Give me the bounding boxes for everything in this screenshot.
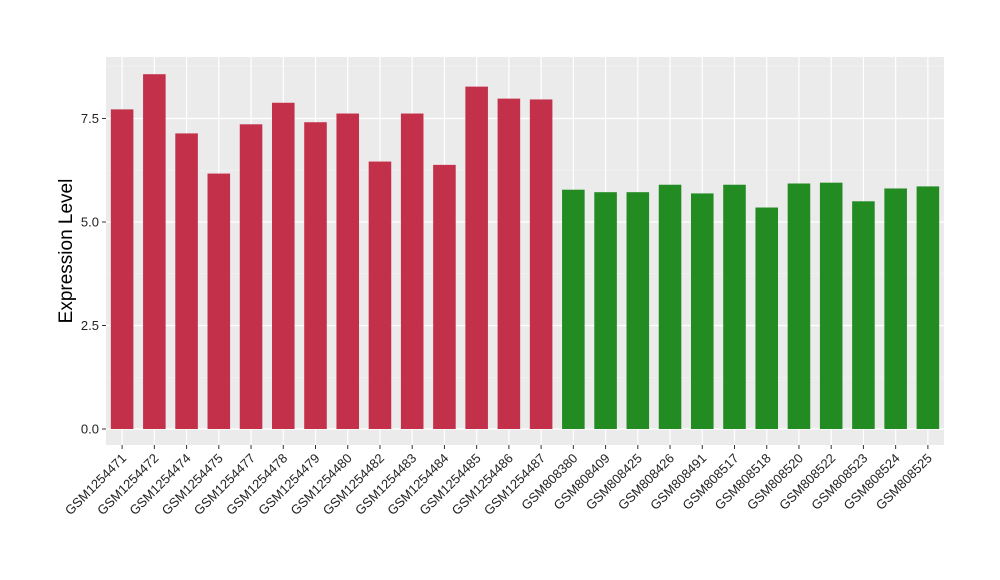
bar — [110, 109, 134, 429]
bar — [852, 201, 875, 429]
bar — [497, 98, 521, 430]
bar — [723, 184, 746, 429]
y-axis: 0.0 2.5 5.0 7.5 — [81, 111, 106, 437]
bars — [110, 74, 940, 430]
bar — [368, 161, 392, 429]
bar — [271, 102, 295, 429]
bar — [239, 124, 263, 430]
bar — [787, 183, 811, 429]
bar — [336, 113, 360, 430]
bar — [562, 189, 585, 429]
bar — [626, 192, 650, 429]
bar — [433, 164, 456, 430]
bar — [207, 173, 231, 429]
bar — [400, 113, 424, 430]
bar — [916, 186, 940, 429]
bar — [465, 86, 488, 429]
plot-panel — [106, 57, 944, 445]
x-axis: GSM1254471GSM1254472GSM1254474GSM1254475… — [62, 445, 935, 518]
y-tick-label: 7.5 — [81, 111, 99, 126]
bar — [175, 133, 198, 430]
bar — [658, 184, 682, 429]
bar — [529, 99, 553, 430]
y-tick-label: 5.0 — [81, 215, 99, 230]
bar — [143, 74, 166, 430]
y-axis-title: Expression Level — [56, 179, 77, 324]
bar — [594, 192, 617, 429]
bar — [884, 188, 907, 429]
bar — [690, 193, 714, 429]
y-tick-label: 2.5 — [81, 318, 99, 333]
y-tick-label: 0.0 — [81, 422, 99, 437]
bar — [819, 182, 843, 429]
bar — [304, 122, 327, 429]
bar — [755, 207, 779, 429]
